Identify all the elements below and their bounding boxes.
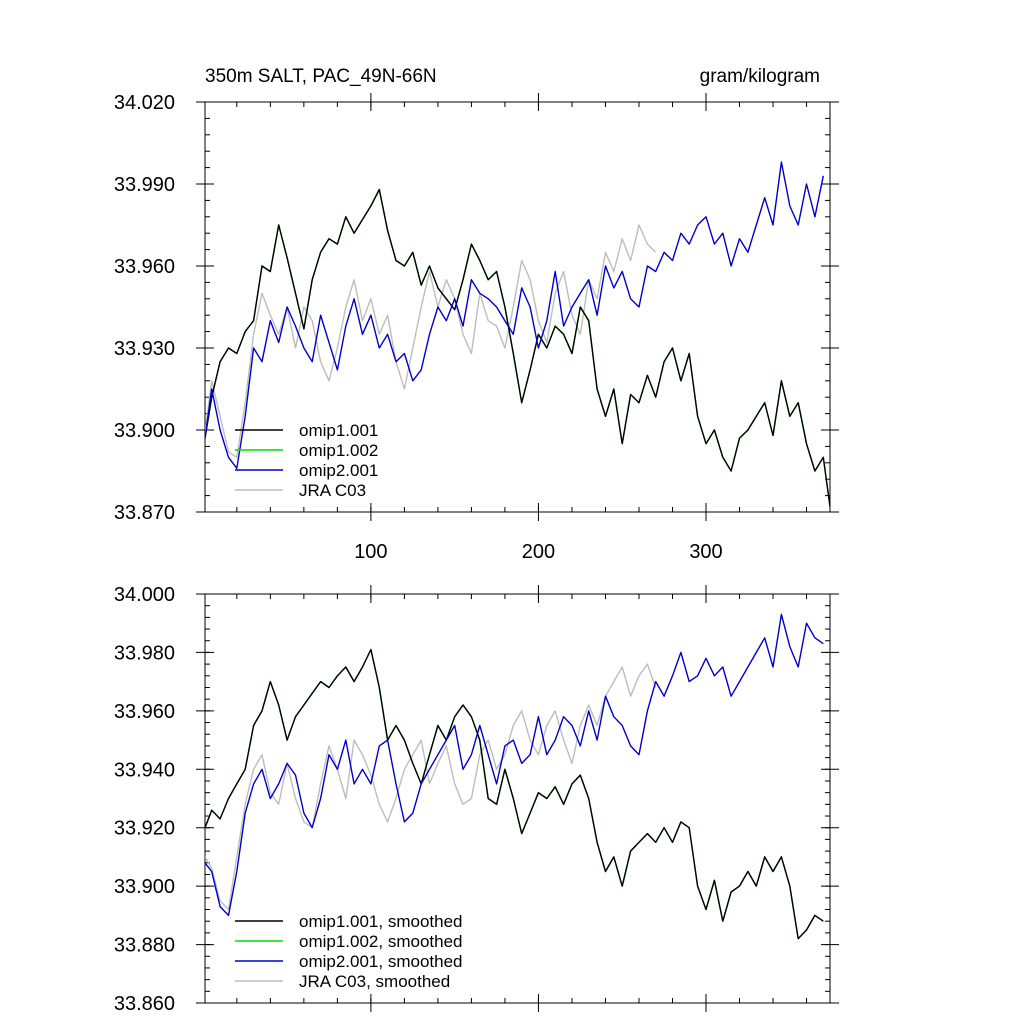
y-tick-label: 33.960 xyxy=(114,256,175,278)
legend-label: omip1.002 xyxy=(299,441,378,460)
series-line-omip2-001-smoothed xyxy=(205,613,824,917)
legend-label: omip1.001 xyxy=(299,421,378,440)
legend-label: omip1.002, smoothed xyxy=(299,932,463,951)
y-tick-label: 33.880 xyxy=(114,935,175,957)
y-tick-label: 33.900 xyxy=(114,420,175,442)
y-tick-label: 33.990 xyxy=(114,174,175,196)
legend-label: JRA C03, smoothed xyxy=(299,972,450,991)
series-line-omip2-001 xyxy=(205,161,824,469)
series-line-omip1-001-smoothed xyxy=(205,648,824,940)
legend-label: omip2.001, smoothed xyxy=(299,952,463,971)
y-tick-label: 33.980 xyxy=(114,642,175,664)
x-tick-label: 200 xyxy=(522,541,555,563)
legend-label: omip1.001, smoothed xyxy=(299,912,463,931)
y-tick-label: 33.900 xyxy=(114,876,175,898)
y-tick-label: 33.860 xyxy=(114,993,175,1015)
legend-label: JRA C03 xyxy=(299,481,366,500)
chart-units: gram/kilogram xyxy=(700,66,820,87)
chart-panel-2: 33.860 33.880 33.900 33.920 33.940 33.960 33.9… xyxy=(114,584,839,1015)
y-tick-label: 33.940 xyxy=(114,759,175,781)
series-lines xyxy=(205,613,824,940)
chart-panel-1: 33.870 33.900 33.930 33.960 33.990 34.020 100 2… xyxy=(114,66,839,563)
plot-frame xyxy=(204,101,831,513)
y-tick-label: 34.000 xyxy=(114,584,175,606)
y-tick-label: 33.920 xyxy=(114,818,175,840)
x-tick-label: 100 xyxy=(354,541,387,563)
series-lines xyxy=(205,161,830,507)
series-line-jra-c03 xyxy=(205,224,657,458)
y-tick-label: 33.960 xyxy=(114,701,175,723)
y-tick-label: 34.020 xyxy=(114,92,175,114)
series-line-omip1-001 xyxy=(205,188,830,507)
plot-frame xyxy=(204,593,831,1004)
y-tick-label: 33.870 xyxy=(114,502,175,524)
series-line-jra-c03-smoothed xyxy=(205,663,657,911)
x-tick-label: 300 xyxy=(689,541,722,563)
y-tick-label: 33.930 xyxy=(114,338,175,360)
chart-title: 350m SALT, PAC_49N-66N xyxy=(205,66,437,87)
legend-label: omip2.001 xyxy=(299,461,378,480)
